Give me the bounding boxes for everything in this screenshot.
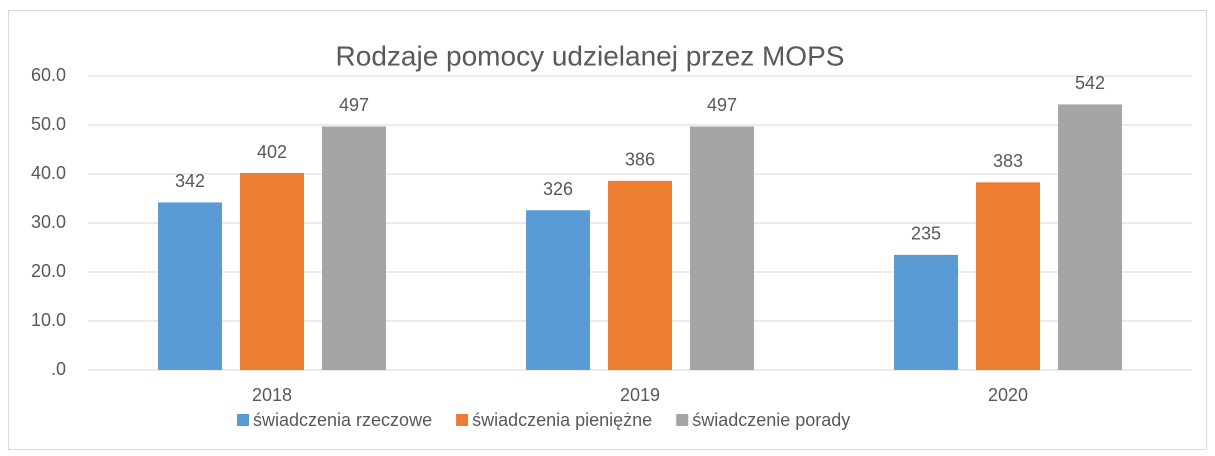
y-tick-label: 20.0 xyxy=(31,261,66,281)
y-tick-label: 30.0 xyxy=(31,212,66,232)
x-tick-label: 2020 xyxy=(988,385,1028,405)
legend-swatch xyxy=(456,414,469,426)
legend-label: świadczenia pieniężne xyxy=(472,410,652,430)
bar xyxy=(690,126,754,370)
data-label: 542 xyxy=(1075,73,1105,93)
data-label: 497 xyxy=(339,95,369,115)
bar xyxy=(158,202,222,370)
y-tick-label: 10.0 xyxy=(31,310,66,330)
bar xyxy=(322,126,386,370)
bar xyxy=(526,210,590,370)
bar xyxy=(1058,104,1122,371)
y-tick-label: 50.0 xyxy=(31,114,66,134)
y-tick-label: 60.0 xyxy=(31,65,66,85)
legend-swatch xyxy=(676,414,689,426)
data-label: 402 xyxy=(257,142,287,162)
y-tick-label: 40.0 xyxy=(31,163,66,183)
data-label: 342 xyxy=(175,171,205,191)
x-tick-label: 2019 xyxy=(620,385,660,405)
data-label: 235 xyxy=(911,224,941,244)
bar xyxy=(608,180,672,370)
bar xyxy=(976,182,1040,370)
legend-label: świadczenia rzeczowe xyxy=(253,410,432,430)
bar xyxy=(894,254,958,370)
x-tick-label: 2018 xyxy=(252,385,292,405)
chart-title: Rodzaje pomocy udzielanej przez MOPS xyxy=(336,40,845,71)
legend-label: świadczenie porady xyxy=(692,410,850,430)
y-tick-label: .0 xyxy=(51,359,66,379)
data-label: 326 xyxy=(543,179,573,199)
data-label: 386 xyxy=(625,150,655,170)
legend-swatch xyxy=(237,414,249,426)
data-label: 497 xyxy=(707,95,737,115)
data-label: 383 xyxy=(993,151,1023,171)
bar xyxy=(240,173,304,370)
